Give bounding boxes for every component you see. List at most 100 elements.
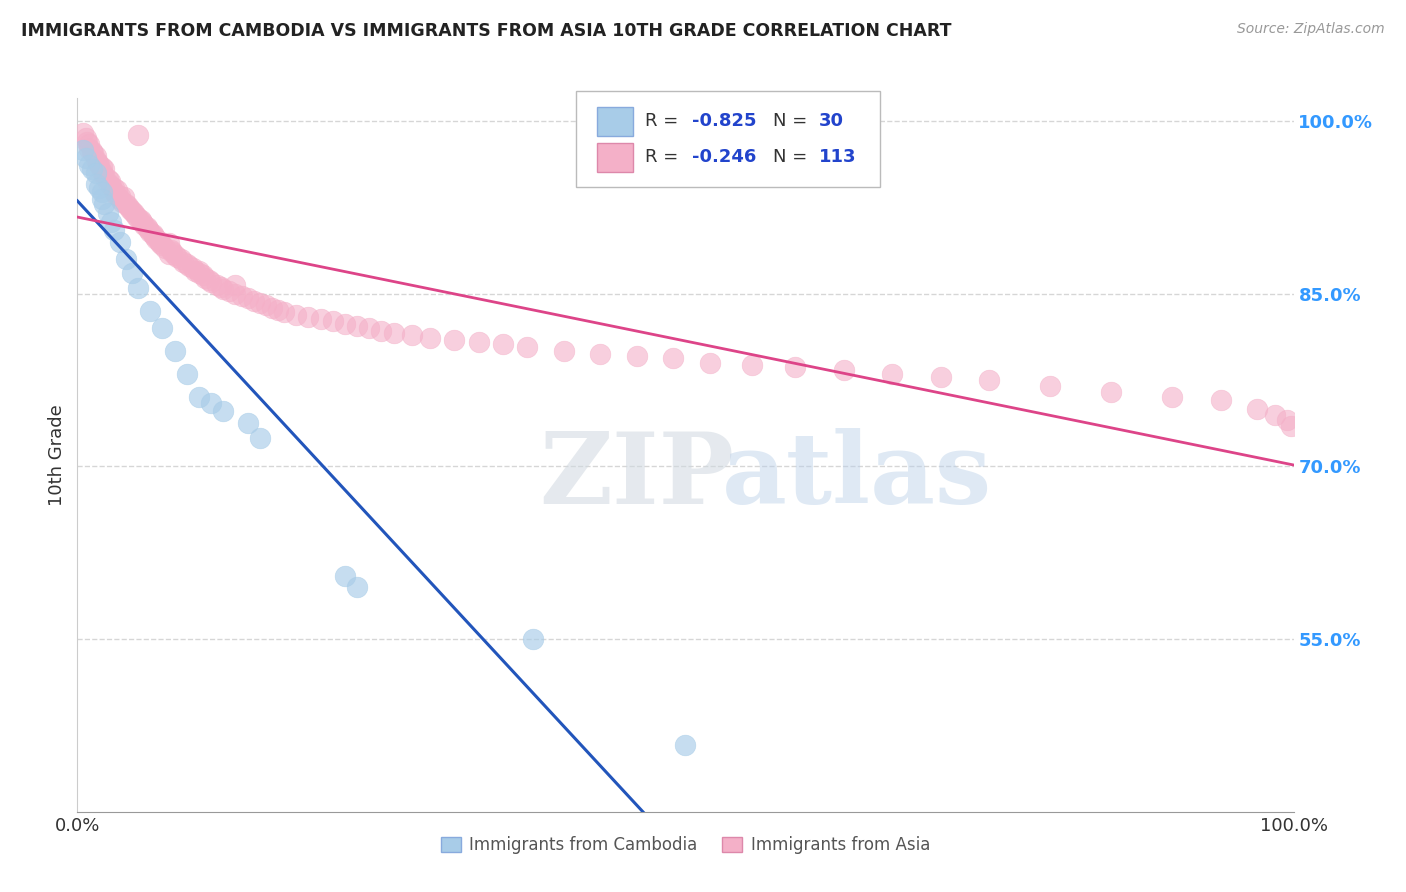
- Point: [157, 236, 180, 251]
- Text: -0.825: -0.825: [692, 112, 756, 130]
- Point: [131, 215, 153, 229]
- Point: [160, 245, 183, 260]
- Point: [553, 344, 575, 359]
- Legend: Immigrants from Cambodia, Immigrants from Asia: Immigrants from Cambodia, Immigrants fro…: [434, 830, 936, 861]
- Point: [107, 183, 129, 197]
- Point: [157, 246, 180, 260]
- Point: [188, 390, 211, 404]
- Text: R =: R =: [645, 112, 685, 130]
- Point: [346, 318, 368, 333]
- Point: [254, 298, 277, 312]
- Point: [419, 330, 441, 344]
- Point: [212, 404, 235, 418]
- Point: [97, 171, 120, 186]
- Point: [97, 176, 120, 190]
- Point: [260, 301, 283, 315]
- Point: [516, 340, 538, 354]
- Point: [741, 358, 763, 372]
- Point: [142, 227, 165, 241]
- Text: R =: R =: [645, 148, 685, 166]
- Point: [134, 218, 156, 232]
- Text: ZIP: ZIP: [540, 428, 734, 524]
- Point: [75, 151, 97, 165]
- Bar: [596, 107, 633, 136]
- Point: [80, 144, 103, 158]
- Point: [1039, 379, 1062, 393]
- Point: [236, 416, 259, 430]
- Point: [135, 220, 157, 235]
- Point: [136, 222, 159, 236]
- Point: [163, 344, 186, 359]
- Point: [84, 178, 107, 192]
- Point: [699, 356, 721, 370]
- Point: [145, 231, 167, 245]
- Point: [1264, 408, 1286, 422]
- Point: [626, 349, 648, 363]
- Point: [1246, 401, 1268, 416]
- Point: [212, 282, 235, 296]
- Text: IMMIGRANTS FROM CAMBODIA VS IMMIGRANTS FROM ASIA 10TH GRADE CORRELATION CHART: IMMIGRANTS FROM CAMBODIA VS IMMIGRANTS F…: [21, 22, 952, 40]
- Point: [172, 254, 194, 268]
- Point: [117, 199, 139, 213]
- Point: [93, 169, 115, 184]
- Point: [662, 351, 685, 366]
- Point: [170, 252, 193, 267]
- Point: [139, 304, 162, 318]
- Point: [224, 277, 246, 292]
- Text: N =: N =: [773, 112, 813, 130]
- Point: [176, 368, 198, 382]
- Point: [401, 328, 423, 343]
- Point: [370, 324, 392, 338]
- Y-axis label: 10th Grade: 10th Grade: [48, 404, 66, 506]
- Point: [127, 281, 149, 295]
- Point: [179, 259, 201, 273]
- Point: [152, 238, 174, 252]
- Point: [163, 247, 186, 261]
- Point: [129, 213, 152, 227]
- Point: [89, 181, 111, 195]
- Point: [197, 273, 219, 287]
- Point: [166, 250, 188, 264]
- Point: [188, 266, 211, 280]
- Point: [121, 203, 143, 218]
- Point: [149, 236, 172, 251]
- Point: [191, 268, 214, 283]
- Point: [176, 257, 198, 271]
- Point: [90, 160, 112, 174]
- Point: [882, 368, 904, 382]
- Point: [359, 321, 381, 335]
- Point: [79, 158, 101, 172]
- Point: [100, 215, 122, 229]
- Point: [346, 580, 368, 594]
- Point: [127, 211, 149, 225]
- Point: [224, 286, 246, 301]
- Point: [148, 234, 170, 248]
- Point: [181, 261, 204, 276]
- Point: [84, 149, 107, 163]
- Point: [160, 243, 183, 257]
- Point: [80, 162, 103, 177]
- Point: [79, 142, 101, 156]
- Point: [98, 174, 121, 188]
- Point: [87, 155, 110, 169]
- Point: [929, 369, 952, 384]
- Point: [108, 193, 131, 207]
- Point: [84, 166, 107, 180]
- Point: [142, 229, 165, 244]
- Point: [979, 373, 1001, 387]
- Point: [522, 632, 544, 646]
- Point: [72, 126, 94, 140]
- Point: [103, 223, 125, 237]
- Point: [285, 308, 308, 322]
- Point: [1279, 419, 1302, 434]
- Point: [184, 264, 207, 278]
- Point: [675, 738, 697, 752]
- Point: [832, 363, 855, 377]
- Point: [127, 128, 149, 142]
- Point: [589, 346, 612, 360]
- Point: [333, 568, 356, 582]
- Point: [322, 314, 344, 328]
- Point: [443, 333, 465, 347]
- Point: [236, 292, 259, 306]
- Point: [97, 206, 120, 220]
